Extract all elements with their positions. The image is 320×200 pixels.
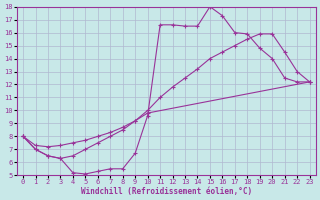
X-axis label: Windchill (Refroidissement éolien,°C): Windchill (Refroidissement éolien,°C) <box>81 187 252 196</box>
